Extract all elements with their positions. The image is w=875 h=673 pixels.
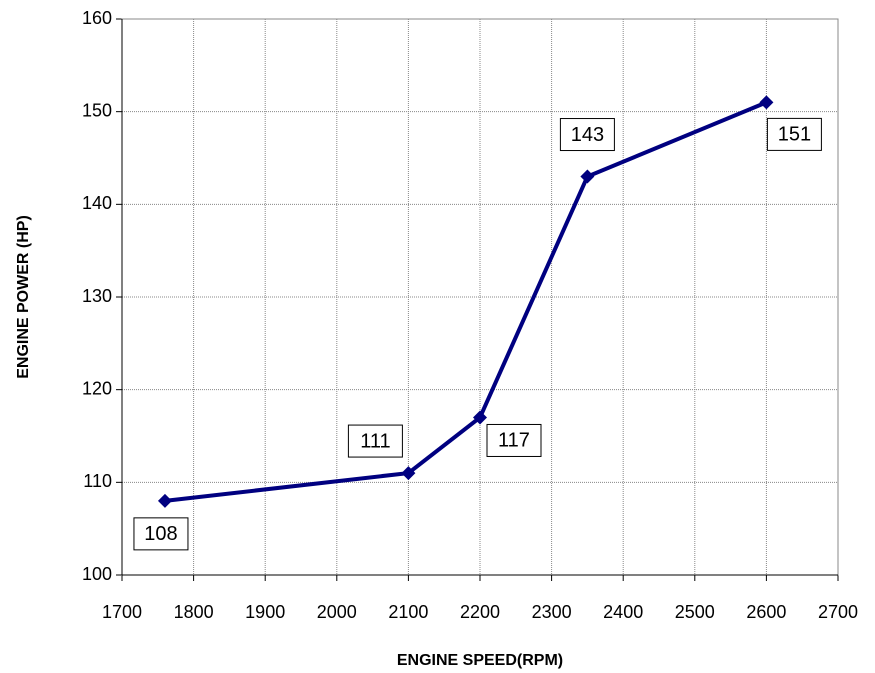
data-label: 117 [498,430,530,452]
x-tick-label: 2300 [532,602,572,622]
y-tick-label: 140 [82,193,112,213]
data-label-box [347,424,403,458]
y-axis-title: ENGINE POWER (HP) [15,215,32,379]
y-tick-label: 110 [83,471,112,491]
y-tick-label: 130 [82,286,112,306]
data-label-box [559,118,615,152]
x-tick-label: 1700 [102,602,142,622]
x-tick-label: 2100 [388,602,428,622]
x-tick-label: 1900 [245,602,285,622]
y-tick-label: 160 [82,8,112,28]
marker [157,493,172,508]
x-tick-label: 2500 [675,602,715,622]
y-tick-label: 120 [82,378,112,398]
marker [473,410,487,425]
x-tick-label: 2200 [460,602,500,622]
data-label: 111 [360,430,390,452]
x-tick-label: 2400 [603,602,643,622]
y-tick-label: 150 [82,100,112,120]
data-label-box [766,117,822,151]
marker [580,169,595,184]
x-tick-label: 2600 [746,602,786,622]
y-tick-label: 100 [82,564,112,584]
data-label: 151 [778,124,811,146]
data-label: 108 [144,523,177,545]
marker [401,466,416,481]
x-tick-label: 2700 [818,602,858,622]
data-label: 143 [571,124,604,146]
data-line [164,100,768,503]
x-tick-label: 1800 [174,602,214,622]
data-label-box [486,423,542,457]
data-label-box [133,517,189,551]
x-tick-label: 2000 [317,602,357,622]
marker [759,95,774,110]
x-axis-title: ENGINE SPEED(RPM) [397,652,563,669]
